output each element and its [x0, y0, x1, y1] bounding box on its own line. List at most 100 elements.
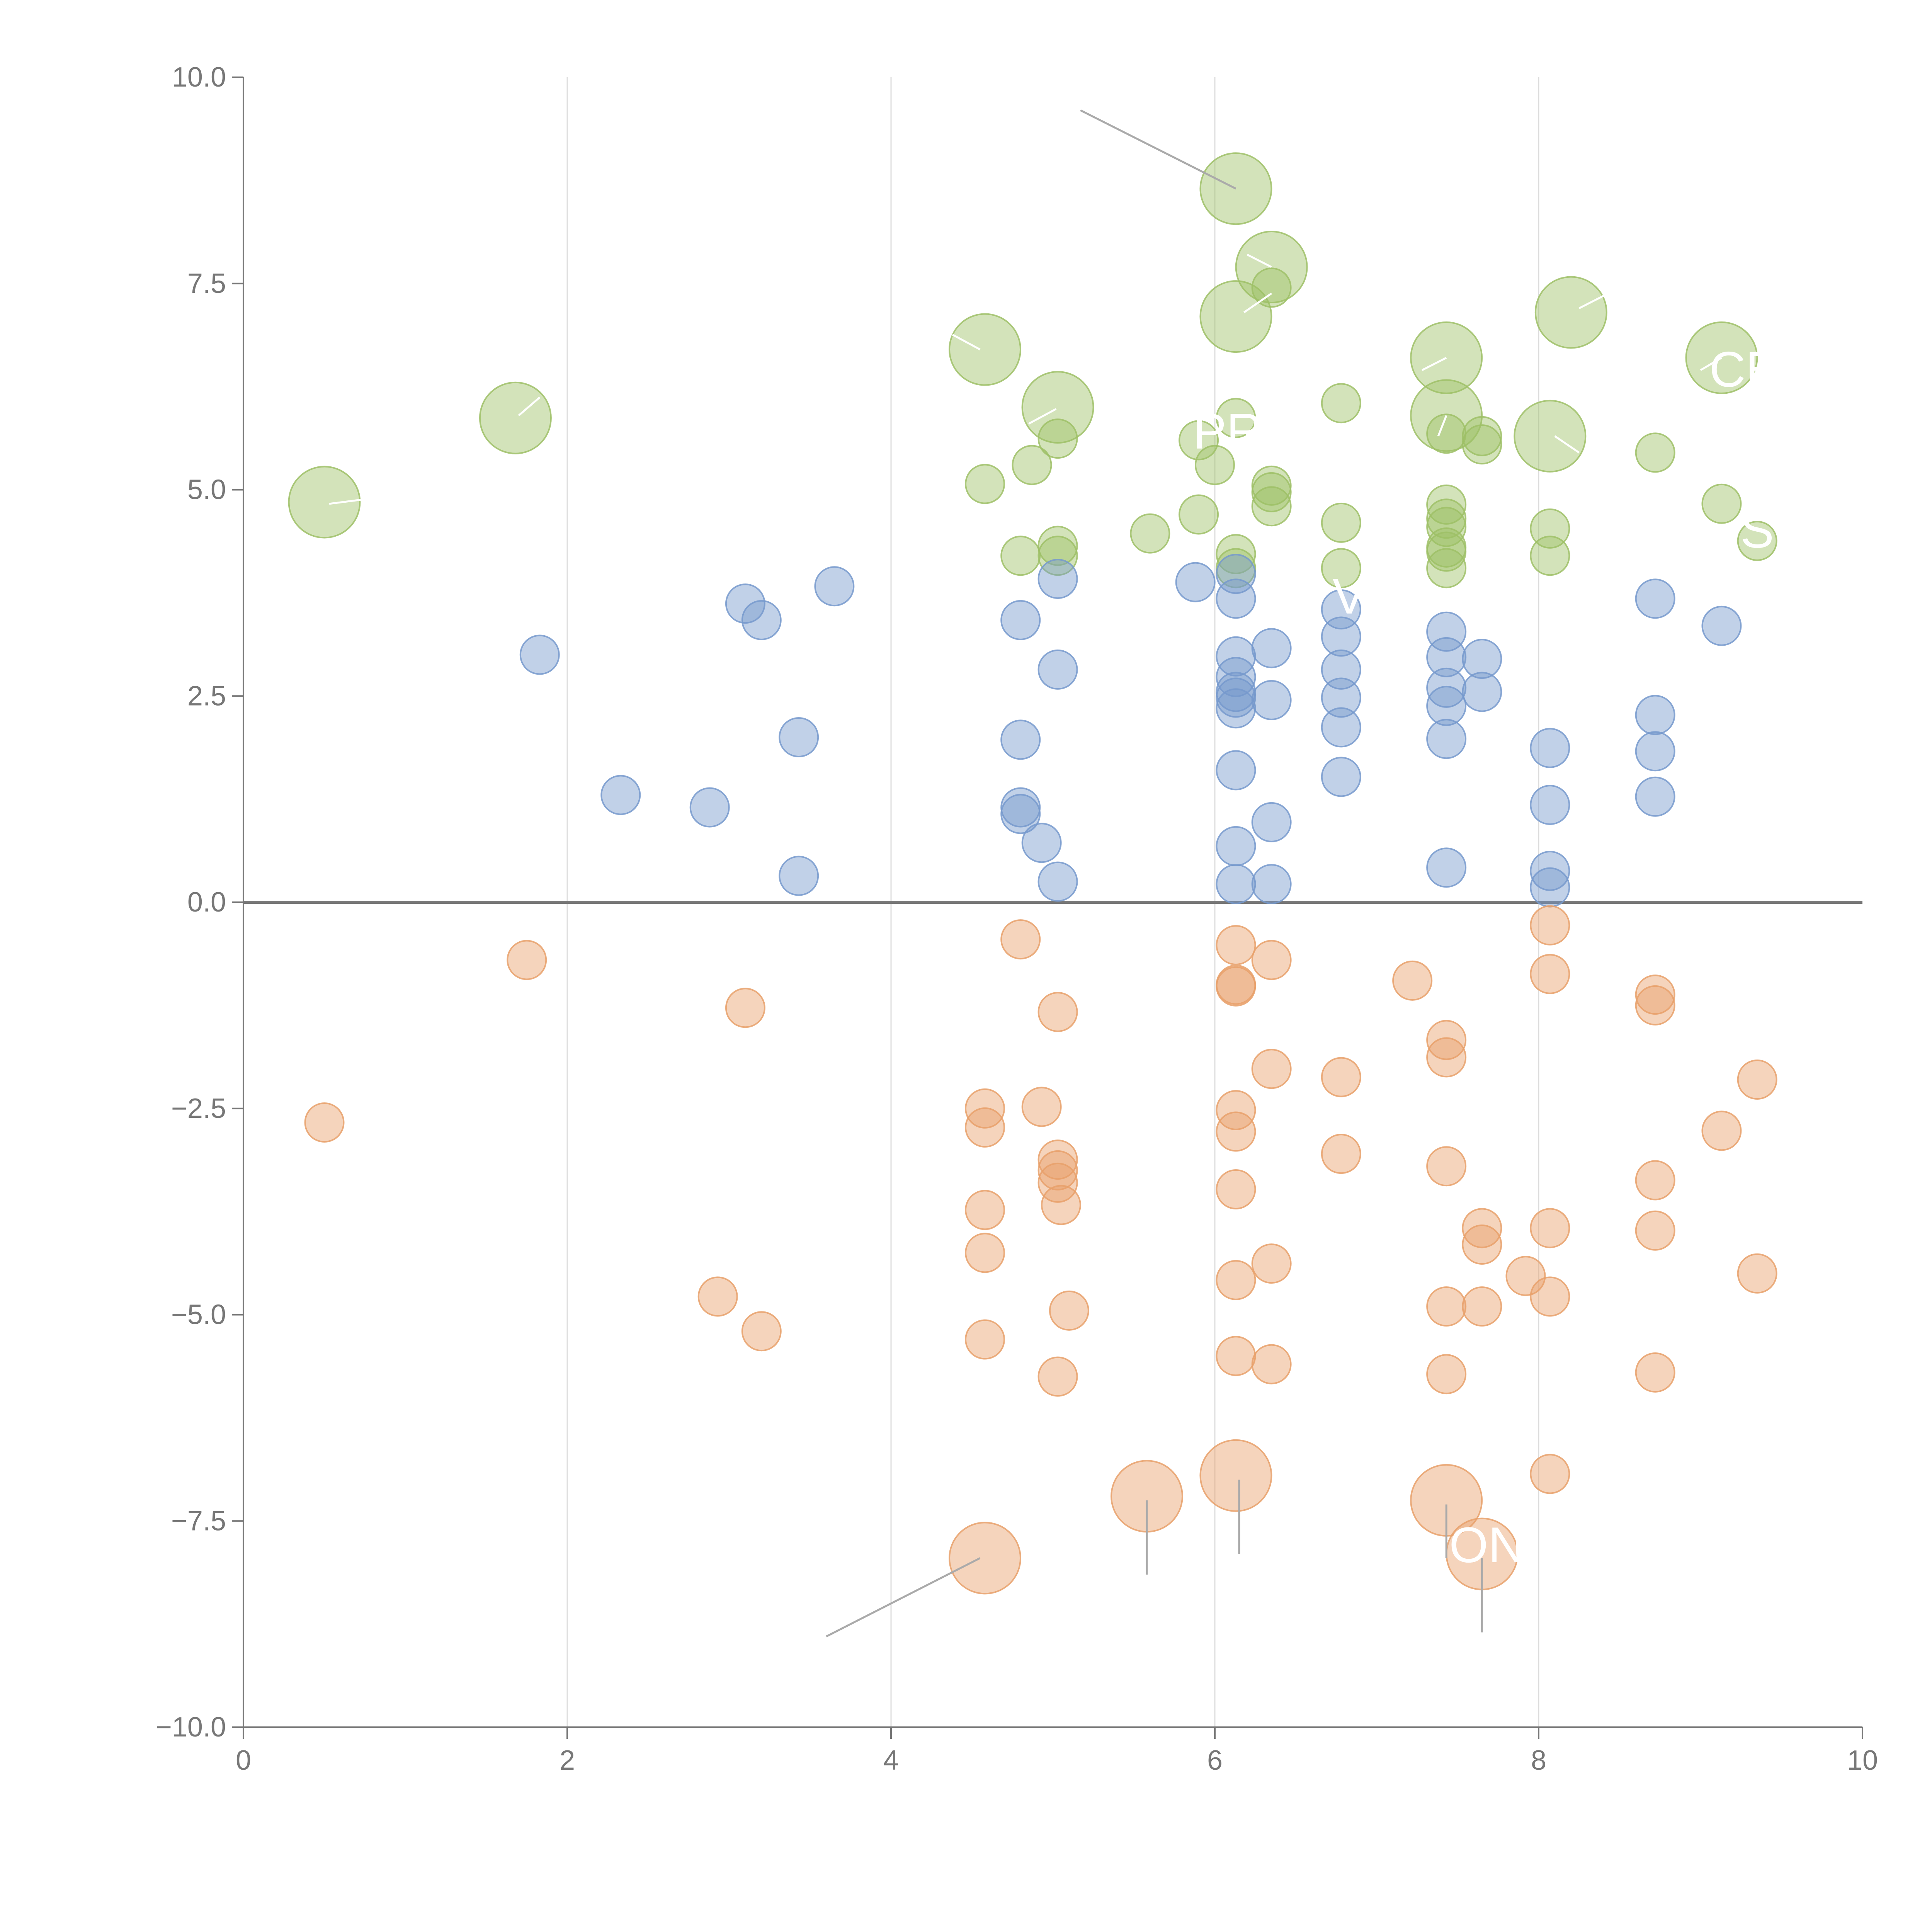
- blue-bubble: [1530, 850, 1570, 891]
- axes: 10.0 7.5 5.0 2.5 0.0 −2.5 −5.0 −7.5 −10.0 0 2 4 6 8 10: [156, 62, 1878, 1776]
- leader-lines: [329, 109, 1722, 1638]
- blue-bubble: [1175, 562, 1216, 602]
- orange-bubble: [1426, 1286, 1467, 1327]
- blue-bubble: [1037, 559, 1078, 599]
- orange-bubble: [1426, 1354, 1467, 1395]
- green-bubble: [1021, 371, 1094, 444]
- orange-bubble: [1251, 1243, 1292, 1284]
- blue-bubble: [1216, 657, 1256, 697]
- annotation-label: ON: [1449, 1517, 1524, 1573]
- green-bubble: [1251, 472, 1292, 512]
- orange-bubble: [1049, 1290, 1089, 1331]
- blue-bubble: [1216, 864, 1256, 905]
- y-tick-label: 2.5: [187, 680, 226, 711]
- blue-bubble: [1635, 695, 1675, 735]
- orange-bubble: [1216, 1336, 1256, 1376]
- orange-bubble: [1392, 960, 1433, 1001]
- green-bubble: [1251, 267, 1292, 308]
- blue-bubble: [519, 634, 560, 675]
- orange-bubble: [1037, 1139, 1078, 1180]
- blue-bubble: [1037, 649, 1078, 690]
- orange-bubble: [1321, 1134, 1361, 1174]
- x-tick-label: 10: [1847, 1745, 1878, 1776]
- blue-bubble: [1037, 861, 1078, 902]
- green-bubble: [1426, 548, 1467, 588]
- blue-bubble: [1426, 667, 1467, 708]
- orange-bubble: [1216, 1260, 1256, 1300]
- blue-bubble: [1321, 649, 1361, 690]
- blue-bubble: [1462, 672, 1502, 712]
- orange-bubble: [1199, 1439, 1272, 1512]
- green-bubble: [1426, 507, 1467, 547]
- orange-bubble: [304, 1102, 345, 1143]
- y-tick-label: −5.0: [171, 1299, 226, 1330]
- blue-bubble: [1426, 637, 1467, 677]
- green-bubble: [1530, 536, 1570, 576]
- orange-bubble: [1530, 905, 1570, 946]
- leader-line: [329, 498, 362, 505]
- orange-bubble: [1216, 1111, 1256, 1152]
- leader-line: [1700, 357, 1722, 371]
- x-tick-label: 0: [236, 1745, 251, 1776]
- blue-bubble: [725, 583, 765, 624]
- leader-line: [1247, 253, 1272, 268]
- blue-bubble: [1251, 680, 1292, 720]
- orange-bubble: [741, 1311, 782, 1352]
- y-tick-label: −2.5: [171, 1093, 226, 1124]
- green-bubble: [1462, 416, 1502, 456]
- x-tick-label: 2: [560, 1745, 575, 1776]
- blue-bubble: [1530, 785, 1570, 825]
- orange-bubble: [1251, 940, 1292, 980]
- orange-bubble: [1426, 1020, 1467, 1060]
- green-bubble: [1462, 424, 1502, 465]
- orange-bubble: [1635, 1160, 1675, 1201]
- green-bubble: [1037, 536, 1078, 576]
- blue-bubble: [1530, 867, 1570, 908]
- x-tick-label: 4: [883, 1745, 899, 1776]
- orange-bubble: [965, 1107, 1005, 1148]
- orange-bubble: [1530, 1208, 1570, 1248]
- blue-bubble: [1216, 677, 1256, 718]
- orange-bubble: [965, 1233, 1005, 1273]
- orange-bubble: [697, 1276, 738, 1317]
- blue-bubble: [1251, 802, 1292, 842]
- blue-bubble: [1426, 685, 1467, 726]
- green-bubble: [965, 464, 1005, 504]
- annotation-label: S: [1740, 502, 1774, 558]
- leader-line: [826, 1557, 981, 1638]
- orange-bubble: [949, 1522, 1022, 1595]
- orange-bubble: [1216, 1169, 1256, 1209]
- orange-bubble: [507, 940, 547, 980]
- blue-bubble: [1000, 719, 1041, 760]
- y-tick-label: 0.0: [187, 887, 226, 918]
- leader-line: [1422, 357, 1447, 371]
- green-bubble: [1179, 420, 1219, 461]
- orange-bubble: [1037, 1150, 1078, 1190]
- blue-bubble: [1251, 864, 1292, 905]
- orange-bubble: [1505, 1256, 1546, 1296]
- green-bubble: [1216, 548, 1256, 588]
- blue-bubble: [1216, 672, 1256, 712]
- blue-bubble: [1635, 578, 1675, 619]
- green-bubble: [1012, 445, 1052, 485]
- green-bubble: [1426, 531, 1467, 572]
- orange-bubble: [1426, 1037, 1467, 1078]
- annotation-labels: PR V CE S ON: [1193, 341, 1779, 1573]
- y-tick-label: 5.0: [187, 474, 226, 505]
- blue-bubble: [1321, 707, 1361, 748]
- orange-bubble: [1041, 1185, 1081, 1225]
- blue-bubble: [600, 775, 641, 815]
- green-bubble: [1321, 548, 1361, 588]
- annotation-label: V: [1332, 568, 1366, 624]
- blue-bubble: [1216, 826, 1256, 866]
- blue-bubble: [1635, 731, 1675, 772]
- blue-bubble: [1216, 578, 1256, 619]
- green-bubble: [1514, 400, 1587, 473]
- blue-bubble: [1321, 616, 1361, 657]
- y-tick-label: 10.0: [172, 62, 226, 93]
- green-bubble: [1130, 513, 1170, 554]
- orange-bubble: [1251, 1049, 1292, 1089]
- blue-bubble: [1216, 750, 1256, 791]
- orange-bubble: [1462, 1208, 1502, 1248]
- leader-line: [1437, 415, 1447, 437]
